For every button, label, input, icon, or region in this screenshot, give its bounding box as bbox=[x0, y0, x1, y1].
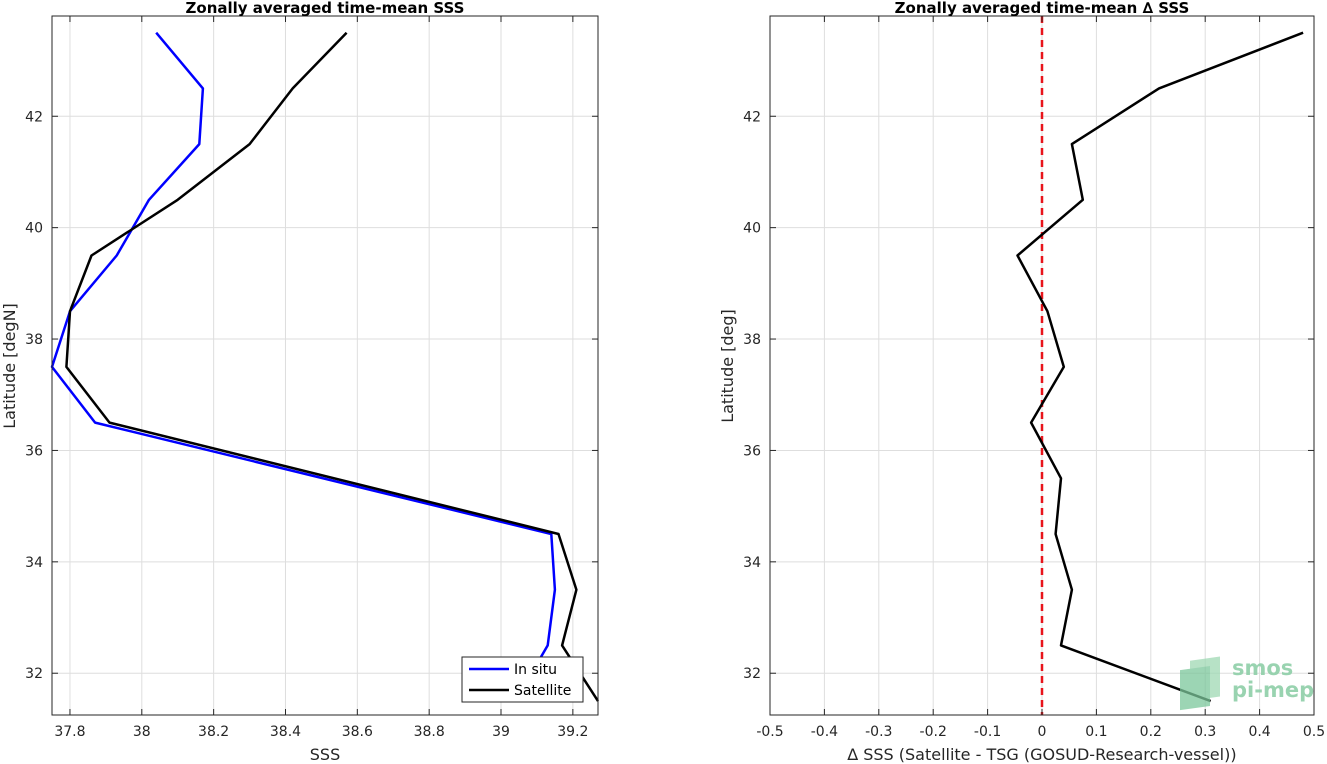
x-tick-label: -0.3 bbox=[865, 724, 892, 740]
y-tick-label: 42 bbox=[25, 109, 43, 125]
x-tick-label: 0.2 bbox=[1140, 724, 1162, 740]
y-tick-label: 38 bbox=[743, 332, 761, 348]
y-tick-label: 32 bbox=[25, 666, 43, 682]
right-y-axis-label: Latitude [deg] bbox=[718, 309, 737, 423]
x-tick-label: -0.2 bbox=[920, 724, 947, 740]
left-y-axis-label: Latitude [degN] bbox=[0, 303, 19, 429]
x-tick-label: 0.3 bbox=[1194, 724, 1216, 740]
logo-text-smos: smos bbox=[1232, 656, 1293, 680]
x-tick-label: 39.2 bbox=[557, 724, 588, 740]
smos-pi-mep-logo: smos pi-mep bbox=[1180, 656, 1314, 711]
y-tick-label: 36 bbox=[25, 443, 43, 459]
right-series bbox=[1016, 16, 1304, 715]
left-grid bbox=[52, 16, 598, 715]
x-tick-label: 0.1 bbox=[1085, 724, 1107, 740]
left-series bbox=[50, 31, 600, 702]
left-x-axis-label: SSS bbox=[310, 745, 340, 764]
logo-mark-icon bbox=[1180, 656, 1220, 711]
y-tick-label: 38 bbox=[25, 332, 43, 348]
y-tick-label: 32 bbox=[743, 666, 761, 682]
x-tick-label: 38.4 bbox=[270, 724, 301, 740]
left-chart-title: Zonally averaged time-mean SSS bbox=[186, 0, 465, 17]
legend: In situ Satellite bbox=[461, 656, 584, 703]
legend-label-in-situ: In situ bbox=[514, 662, 557, 678]
y-tick-label: 34 bbox=[743, 555, 761, 571]
left-ticks: 37.8 38 38.2 38.4 38.6 38.8 39 39.2 32 34 36 38 40 42 bbox=[25, 16, 598, 740]
x-tick-label: 0 bbox=[1038, 724, 1047, 740]
right-ticks: -0.5 -0.4 -0.3 -0.2 -0.1 0 0.1 0.2 0.3 0.4 0.5 32 34… bbox=[743, 16, 1325, 740]
x-tick-label: 0.5 bbox=[1303, 724, 1325, 740]
x-tick-label: -0.4 bbox=[811, 724, 838, 740]
right-x-axis-label: ∆ SSS (Satellite - TSG (GOSUD-Research-v… bbox=[846, 745, 1236, 764]
y-tick-label: 42 bbox=[743, 109, 761, 125]
x-tick-label: 0.4 bbox=[1248, 724, 1270, 740]
x-tick-label: 39 bbox=[492, 724, 510, 740]
x-tick-label: 38.6 bbox=[342, 724, 373, 740]
series-line-satellite bbox=[65, 31, 600, 702]
series-line-in-situ bbox=[50, 31, 557, 702]
x-tick-label: -0.5 bbox=[756, 724, 783, 740]
delta-sss-line bbox=[1016, 31, 1304, 703]
x-tick-label: 37.8 bbox=[54, 724, 85, 740]
x-tick-label: 38.2 bbox=[198, 724, 229, 740]
y-tick-label: 36 bbox=[743, 443, 761, 459]
legend-label-satellite: Satellite bbox=[514, 683, 571, 699]
y-tick-label: 40 bbox=[25, 221, 43, 237]
y-tick-label: 40 bbox=[743, 221, 761, 237]
x-tick-label: -0.1 bbox=[974, 724, 1001, 740]
right-chart: -0.5 -0.4 -0.3 -0.2 -0.1 0 0.1 0.2 0.3 0.4 0.5 32 34… bbox=[718, 0, 1325, 764]
x-tick-label: 38.8 bbox=[414, 724, 445, 740]
logo-text-pi-mep: pi-mep bbox=[1232, 678, 1314, 702]
y-tick-label: 34 bbox=[25, 555, 43, 571]
x-tick-label: 38 bbox=[133, 724, 151, 740]
right-chart-title: Zonally averaged time-mean ∆ SSS bbox=[895, 0, 1190, 17]
left-chart: 37.8 38 38.2 38.4 38.6 38.8 39 39.2 32 34 36 38 40 42… bbox=[0, 0, 600, 764]
